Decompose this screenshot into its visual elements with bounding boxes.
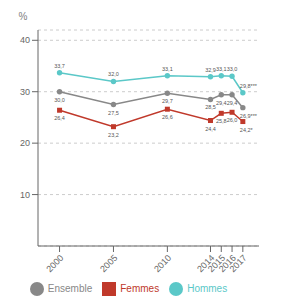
svg-text:33,1: 33,1 (162, 66, 173, 72)
svg-text:30: 30 (20, 87, 30, 97)
svg-text:29,7: 29,7 (162, 98, 173, 104)
svg-text:32,0: 32,0 (108, 71, 119, 77)
svg-text:33,7: 33,7 (54, 63, 65, 69)
svg-text:32,9: 32,9 (205, 67, 216, 73)
svg-text:2016: 2016 (216, 252, 238, 275)
svg-text:33,0: 33,0 (227, 66, 238, 72)
svg-text:25,8: 25,8 (216, 118, 227, 124)
svg-text:2000: 2000 (44, 253, 65, 274)
svg-text:2017: 2017 (228, 253, 249, 274)
svg-text:26,9***: 26,9*** (240, 113, 258, 119)
svg-text:28,5: 28,5 (205, 104, 216, 110)
svg-text:23,2: 23,2 (108, 132, 119, 138)
svg-text:2005: 2005 (98, 253, 119, 274)
svg-text:29,4: 29,4 (216, 100, 227, 106)
svg-text:33,1: 33,1 (216, 66, 227, 72)
svg-text:%: % (19, 11, 28, 22)
svg-text:20: 20 (20, 138, 30, 148)
svg-text:24,4: 24,4 (205, 126, 216, 132)
svg-text:26,4: 26,4 (54, 115, 65, 121)
svg-text:40: 40 (20, 35, 30, 45)
svg-text:2015: 2015 (206, 252, 228, 275)
svg-text:26,6: 26,6 (162, 114, 173, 120)
html-text:Hommes: Hommes (187, 282, 228, 294)
svg-text:30,0: 30,0 (54, 97, 65, 103)
svg-text:10: 10 (20, 190, 30, 200)
svg-text:24,2*: 24,2* (240, 127, 254, 133)
svg-text:27,5: 27,5 (108, 110, 119, 116)
html-text:Ensemble: Ensemble (47, 282, 93, 294)
svg-text:29,4: 29,4 (227, 100, 238, 106)
svg-text:26,0: 26,0 (227, 117, 238, 123)
svg-text:2014: 2014 (195, 252, 217, 275)
svg-text:29,8***: 29,8*** (240, 83, 258, 89)
svg-text:2010: 2010 (152, 253, 173, 274)
html-text:Femmes: Femmes (120, 282, 160, 294)
